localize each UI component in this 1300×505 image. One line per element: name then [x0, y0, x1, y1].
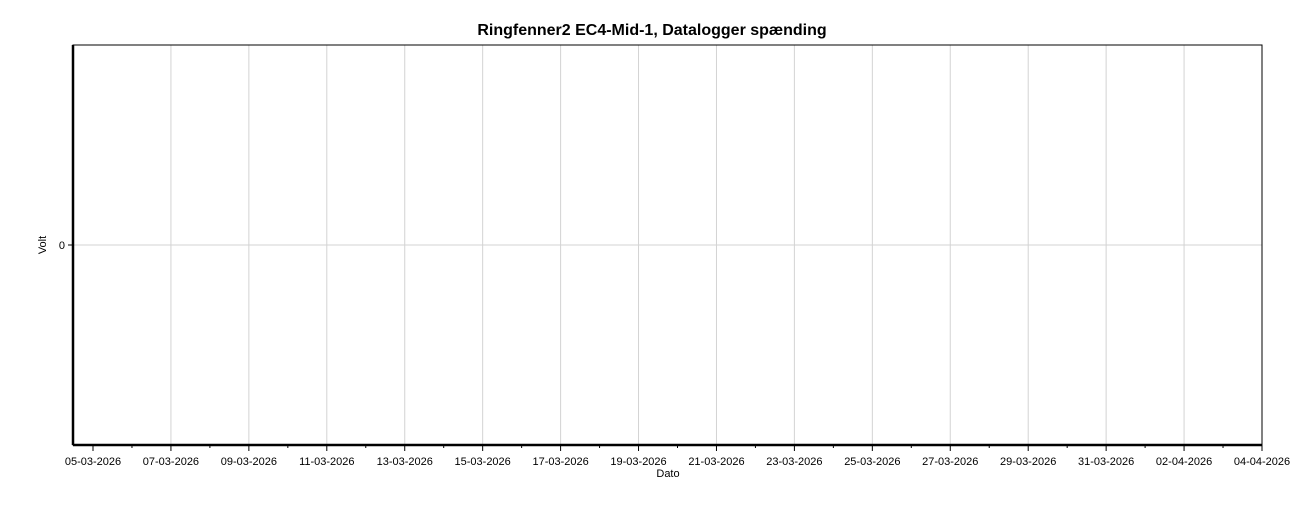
grid-layer — [73, 45, 1262, 445]
x-tick-label: 27-03-2026 — [922, 456, 978, 468]
x-tick-label: 29-03-2026 — [1000, 456, 1056, 468]
x-axis-title: Dato — [656, 468, 679, 480]
x-tick-label: 15-03-2026 — [455, 456, 511, 468]
chart-title: Ringfenner2 EC4-Mid-1, Datalogger spændi… — [477, 22, 826, 39]
x-tick-label: 21-03-2026 — [688, 456, 744, 468]
x-tick-label: 23-03-2026 — [766, 456, 822, 468]
x-tick-label: 05-03-2026 — [65, 456, 121, 468]
y-tick-label: 0 — [59, 240, 65, 252]
x-tick-label: 31-03-2026 — [1078, 456, 1134, 468]
x-tick-label: 19-03-2026 — [610, 456, 666, 468]
tick-layer — [68, 244, 1263, 451]
x-tick-label: 09-03-2026 — [221, 456, 277, 468]
x-tick-label: 25-03-2026 — [844, 456, 900, 468]
x-tick-label: 17-03-2026 — [532, 456, 588, 468]
label-layer: 05-03-2026 07-03-2026 09-03-2026 11-03-2026… — [59, 240, 1290, 468]
x-tick-label: 04-04-2026 — [1234, 456, 1290, 468]
x-tick-label: 13-03-2026 — [377, 456, 433, 468]
y-axis-title: Volt — [37, 236, 49, 254]
x-tick-label: 02-04-2026 — [1156, 456, 1212, 468]
x-tick-label: 07-03-2026 — [143, 456, 199, 468]
x-tick-label: 11-03-2026 — [299, 456, 354, 468]
